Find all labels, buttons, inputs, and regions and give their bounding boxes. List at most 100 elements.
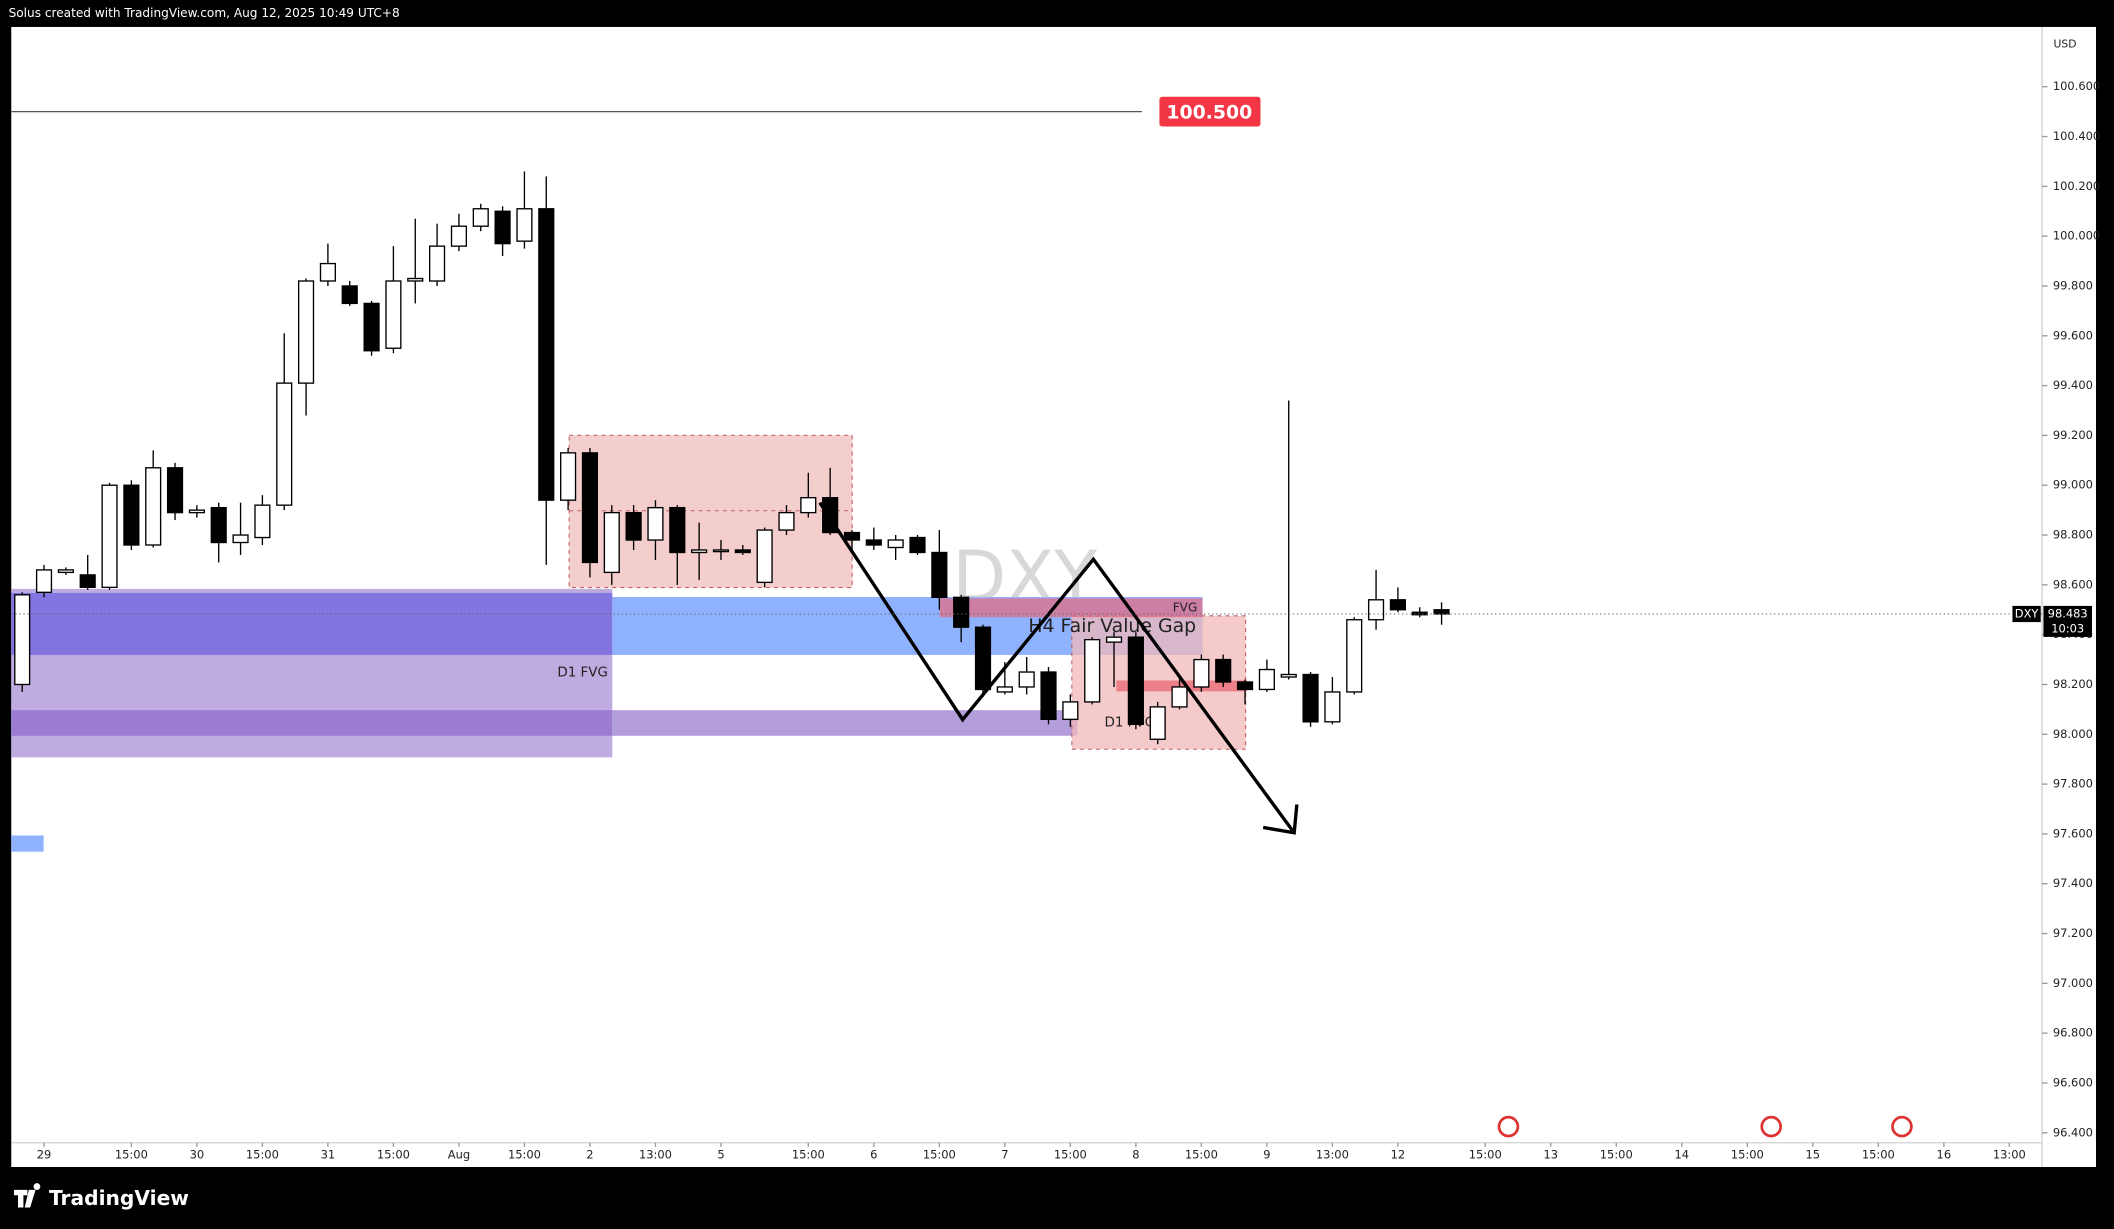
y-tick-label: 99.800 [2053,278,2093,292]
x-tick-label: Aug [448,1147,470,1161]
x-tick-label: 14 [1674,1147,1689,1161]
candle-body [909,536,926,554]
candle-body [319,262,336,282]
x-tick-label: 15:00 [1469,1147,1502,1161]
event-icon[interactable] [1497,1115,1520,1138]
fvg-zone [11,710,613,736]
candle-body [778,511,795,531]
candle-body [1171,686,1188,708]
x-tick-label: 15:00 [1185,1147,1218,1161]
fvg-zone [939,598,1203,618]
last-price-symbol-box [2012,605,2041,623]
candle-body [887,539,904,549]
candle-body [14,594,31,686]
footer-bar [0,1167,2114,1229]
candle-body [35,569,53,593]
candle-body [145,467,162,546]
candle-body [166,467,184,514]
x-tick-label: 16 [1937,1147,1952,1161]
y-tick-label: 99.200 [2053,428,2093,442]
candle-body [297,280,315,384]
candle-body [1433,609,1450,615]
candle-body [625,511,642,541]
candle-body [1346,619,1363,693]
y-tick-label: 99.600 [2053,328,2093,342]
candle-body [1062,701,1079,721]
header: Solus created with TradingView.com, Aug … [9,6,400,20]
fvg-zone [1116,680,1248,692]
candle-body [494,210,511,245]
x-tick-label: 15:00 [1054,1147,1087,1161]
plot-area [11,26,2043,1143]
candle-body [953,596,970,628]
candle-body [996,686,1013,693]
last-price-value: 98.483 [2048,606,2088,620]
x-tick-label: 30 [190,1147,205,1161]
event-icons [1497,1115,1913,1138]
candle-body [210,506,227,544]
price-axis [2042,26,2096,1168]
candle-body [734,549,751,554]
candle-body [407,277,424,282]
candle-body [1324,691,1341,723]
candle-body [931,551,948,598]
x-tick-label: 9 [1263,1147,1270,1161]
event-icon[interactable] [1760,1115,1783,1138]
candle-body [341,285,358,305]
candle-body [865,539,882,546]
x-tick-label: 13:00 [1993,1147,2026,1161]
candle-body [800,497,817,514]
candle-body [603,511,620,574]
candle-body [101,484,118,589]
candle-body [385,280,402,349]
candle-body [1215,658,1232,683]
candle-body [1040,671,1057,721]
logo-mark [13,1183,41,1208]
candle-body [538,208,555,501]
candle-body [974,626,992,691]
candle-body [450,225,468,247]
y-tick-label: 97.600 [2053,826,2093,840]
arrow-head [1262,804,1299,835]
last-price-box [2043,605,2092,637]
candle-body [57,569,74,574]
candle-body [1367,599,1385,621]
x-tick-label: 15:00 [246,1147,279,1161]
candle-body [516,208,533,242]
y-tick-label: 99.400 [2053,378,2093,392]
last-price-countdown: 10:03 [2051,621,2084,635]
candle-body [669,506,686,554]
candle-body [1127,636,1144,726]
y-tick-label: 97.800 [2053,777,2093,791]
footer-brand: TradingView [49,1186,189,1210]
y-tick-label: 96.600 [2053,1075,2093,1089]
x-tick-label: 15:00 [377,1147,410,1161]
last-price-symbol: DXY [2015,606,2040,620]
candle-body [254,504,271,539]
candle-body [581,452,599,564]
y-tick-label: 97.200 [2053,926,2093,940]
projection-path [818,501,1296,834]
y-tick-label: 100.400 [2053,129,2100,143]
x-tick-label: 15:00 [1862,1147,1895,1161]
event-icon[interactable] [1891,1115,1913,1138]
candle-body [363,302,380,352]
price-line-label: 100.500 [1166,101,1252,123]
x-tick-label: 15:00 [792,1147,825,1161]
annotation: H4 Fair Value Gap [1028,615,1196,637]
candle-body [276,382,293,506]
candle-body [1389,599,1406,611]
y-tick-label: 97.400 [2053,876,2093,890]
y-tick-label: 98.600 [2053,577,2093,591]
candle-body [1280,673,1297,678]
x-tick-label: 31 [321,1147,336,1161]
candle-body [756,529,773,584]
candle-body [560,452,577,501]
x-tick-label: 15:00 [508,1147,541,1161]
candle-body [1018,671,1035,688]
candle-body [188,509,205,514]
fvg-zone [11,592,613,655]
y-tick-label: 96.400 [2053,1125,2093,1139]
